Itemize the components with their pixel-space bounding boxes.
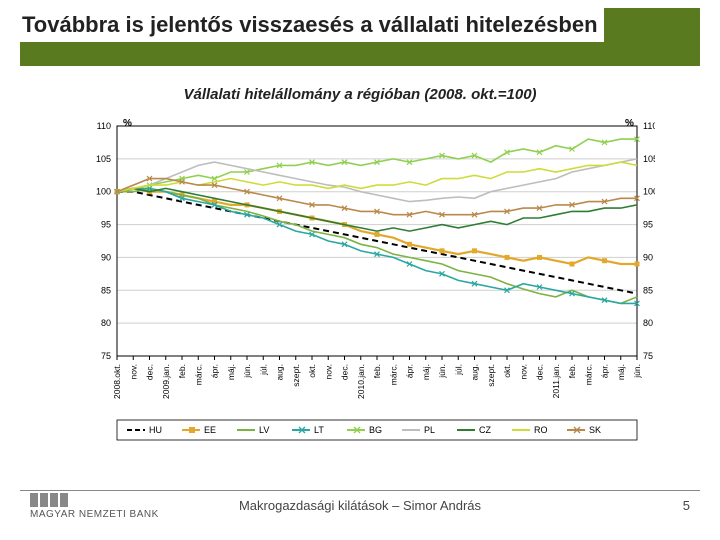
svg-text:márc.: márc. bbox=[388, 364, 398, 385]
svg-text:dec.: dec. bbox=[535, 364, 545, 380]
svg-text:95: 95 bbox=[643, 220, 653, 230]
bank-logo: MAGYAR NEMZETI BANK bbox=[30, 493, 159, 520]
svg-text:SK: SK bbox=[589, 425, 601, 435]
svg-text:ápr.: ápr. bbox=[405, 364, 415, 378]
svg-text:márc.: márc. bbox=[193, 364, 203, 385]
svg-text:110: 110 bbox=[643, 121, 655, 131]
svg-text:%: % bbox=[123, 118, 132, 129]
svg-text:júl.: júl. bbox=[258, 364, 268, 376]
logo-bars-icon bbox=[30, 493, 159, 507]
svg-text:márc.: márc. bbox=[583, 364, 593, 385]
svg-text:105: 105 bbox=[643, 154, 655, 164]
svg-text:85: 85 bbox=[643, 285, 653, 295]
svg-text:75: 75 bbox=[643, 351, 653, 361]
svg-text:LT: LT bbox=[314, 425, 324, 435]
logo-text: MAGYAR NEMZETI BANK bbox=[30, 509, 159, 520]
svg-text:máj.: máj. bbox=[226, 364, 236, 380]
chart-svg: 75 75 80 80 85 85 90 90 95 95 100 100 105 105 110 110%%… bbox=[65, 118, 655, 448]
svg-text:júl.: júl. bbox=[453, 364, 463, 376]
svg-text:aug.: aug. bbox=[275, 364, 285, 381]
svg-text:RO: RO bbox=[534, 425, 548, 435]
svg-text:2011.jan.: 2011.jan. bbox=[551, 364, 561, 398]
svg-text:PL: PL bbox=[424, 425, 435, 435]
svg-text:110: 110 bbox=[97, 121, 111, 131]
svg-text:nov.: nov. bbox=[518, 364, 528, 379]
svg-text:máj.: máj. bbox=[616, 364, 626, 380]
svg-text:feb.: feb. bbox=[372, 364, 382, 378]
svg-text:jún.: jún. bbox=[632, 364, 642, 379]
svg-text:okt.: okt. bbox=[502, 364, 512, 378]
svg-text:80: 80 bbox=[643, 318, 653, 328]
svg-text:LV: LV bbox=[259, 425, 269, 435]
slide-title: Továbbra is jelentős visszaesés a vállal… bbox=[20, 8, 604, 42]
svg-text:100: 100 bbox=[96, 187, 111, 197]
svg-text:dec.: dec. bbox=[145, 364, 155, 380]
svg-text:ápr.: ápr. bbox=[210, 364, 220, 378]
svg-text:feb.: feb. bbox=[567, 364, 577, 378]
svg-text:feb.: feb. bbox=[177, 364, 187, 378]
svg-text:jún.: jún. bbox=[437, 364, 447, 379]
svg-text:85: 85 bbox=[101, 285, 111, 295]
svg-text:CZ: CZ bbox=[479, 425, 491, 435]
svg-text:szept.: szept. bbox=[486, 364, 496, 387]
svg-text:%: % bbox=[625, 118, 634, 129]
footer-divider bbox=[20, 490, 700, 491]
page-number: 5 bbox=[683, 498, 690, 513]
svg-text:2010.jan.: 2010.jan. bbox=[356, 364, 366, 399]
svg-text:szept.: szept. bbox=[291, 364, 301, 387]
svg-text:dec.: dec. bbox=[340, 364, 350, 380]
svg-text:okt.: okt. bbox=[307, 364, 317, 378]
svg-text:2008.okt.: 2008.okt. bbox=[112, 364, 122, 399]
line-chart: 75 75 80 80 85 85 90 90 95 95 100 100 105 105 110 110%%… bbox=[65, 118, 655, 448]
svg-text:jún.: jún. bbox=[242, 364, 252, 379]
svg-text:95: 95 bbox=[101, 220, 111, 230]
svg-text:máj.: máj. bbox=[421, 364, 431, 380]
svg-text:BG: BG bbox=[369, 425, 382, 435]
svg-text:75: 75 bbox=[101, 351, 111, 361]
svg-text:90: 90 bbox=[643, 252, 653, 262]
svg-text:ápr.: ápr. bbox=[600, 364, 610, 378]
svg-text:100: 100 bbox=[643, 187, 655, 197]
svg-text:EE: EE bbox=[204, 425, 216, 435]
svg-text:nov.: nov. bbox=[128, 364, 138, 379]
svg-text:80: 80 bbox=[101, 318, 111, 328]
svg-text:2009.jan.: 2009.jan. bbox=[161, 364, 171, 399]
svg-text:105: 105 bbox=[96, 154, 111, 164]
svg-text:90: 90 bbox=[101, 252, 111, 262]
svg-text:HU: HU bbox=[149, 425, 162, 435]
title-bar: Továbbra is jelentős visszaesés a vállal… bbox=[20, 8, 700, 66]
svg-text:aug.: aug. bbox=[470, 364, 480, 381]
chart-subtitle: Vállalati hitelállomány a régióban (2008… bbox=[0, 86, 720, 103]
svg-text:nov.: nov. bbox=[323, 364, 333, 379]
